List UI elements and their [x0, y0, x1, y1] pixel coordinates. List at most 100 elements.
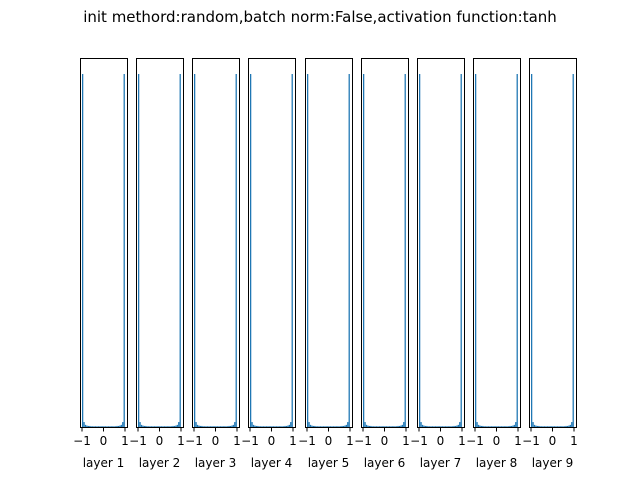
histogram-bar: [549, 426, 551, 427]
histogram-bar: [120, 424, 122, 427]
histogram-bar: [219, 426, 222, 427]
histogram-bar: [324, 426, 326, 427]
x-tick-label: −1: [354, 434, 372, 448]
histogram-bar: [322, 426, 325, 427]
histogram-bar: [364, 422, 366, 427]
histogram-bar: [97, 426, 100, 427]
x-tick-label: 1: [233, 434, 241, 448]
histogram-bar: [562, 426, 564, 427]
histogram-bar: [209, 426, 212, 427]
histogram-bar: [114, 426, 117, 427]
histogram-bar: [149, 426, 151, 427]
histogram-bar: [284, 425, 286, 427]
histogram-bar: [482, 425, 484, 427]
histogram-bar: [397, 425, 399, 427]
histogram-bar: [104, 426, 107, 427]
histogram-bar: [312, 425, 315, 427]
histogram-bar: [179, 74, 181, 427]
histogram-bar: [421, 424, 424, 427]
histogram-bar: [205, 426, 207, 427]
histogram-bar: [457, 424, 459, 427]
histogram-bar: [100, 426, 102, 427]
x-tick-label: −1: [241, 434, 259, 448]
histogram-bar: [267, 426, 269, 427]
x-tick-label: −1: [466, 434, 484, 448]
histogram-bar: [387, 426, 389, 427]
histogram-bar: [218, 426, 220, 427]
axes-frame: [248, 58, 296, 428]
histogram-bar: [424, 425, 427, 427]
x-tick-label: 1: [458, 434, 466, 448]
histogram-bar: [335, 426, 337, 427]
histogram-bar: [307, 74, 309, 427]
histogram-bar: [331, 426, 333, 427]
histogram-bar: [158, 426, 160, 427]
histogram-bar: [288, 424, 290, 427]
histogram-bar: [363, 74, 365, 427]
histogram-bar: [420, 422, 422, 427]
histogram-bar: [341, 425, 343, 427]
histogram-bar: [436, 426, 438, 427]
histogram-bar: [102, 426, 104, 427]
histogram-bar: [545, 426, 547, 427]
histogram-bar: [173, 425, 176, 427]
histogram-bar: [87, 425, 90, 427]
histogram-bar: [123, 74, 125, 427]
histogram-bar: [558, 426, 560, 427]
histogram-bar: [459, 422, 461, 427]
histogram-bar: [454, 425, 457, 427]
histogram-bar: [365, 424, 368, 427]
axes-frame: [305, 58, 353, 428]
histogram-bar: [348, 74, 350, 427]
histogram-bar: [505, 426, 507, 427]
histogram-bar: [460, 74, 462, 427]
axes-frame: [361, 58, 409, 428]
histogram-bar: [479, 425, 481, 427]
histogram-bar: [285, 425, 288, 427]
histogram-bar: [506, 426, 508, 427]
x-tick-label: 0: [493, 434, 501, 448]
x-tick-label: 0: [100, 434, 108, 448]
histogram-bar: [226, 426, 229, 427]
histogram-bar: [94, 426, 97, 427]
histogram-bar: [337, 426, 339, 427]
histogram-bar: [569, 424, 571, 427]
histogram-bar: [260, 426, 262, 427]
axes-frame: [417, 58, 465, 428]
histogram-bar: [251, 422, 253, 427]
histogram-bar: [224, 426, 226, 427]
histogram-bar: [195, 422, 197, 427]
histogram-bar: [444, 426, 447, 427]
histogram-bar: [543, 426, 546, 427]
histogram-bar: [548, 426, 550, 427]
histogram-bar: [160, 426, 163, 427]
histogram-bar: [433, 426, 435, 427]
x-tick-label: 1: [121, 434, 129, 448]
histogram-bar: [109, 426, 111, 427]
histogram-bar: [551, 426, 553, 427]
histogram-bar: [106, 426, 108, 427]
histogram-bar: [443, 426, 445, 427]
histogram-bar: [510, 425, 513, 427]
histogram-bar: [388, 426, 391, 427]
histogram-bar: [536, 425, 539, 427]
histogram-bar: [153, 426, 156, 427]
x-tick-label: −1: [129, 434, 147, 448]
histogram-bar: [92, 426, 94, 427]
histogram-bar: [166, 426, 168, 427]
histogram-bar: [257, 425, 259, 427]
histogram-bar: [390, 426, 392, 427]
histogram-bar: [194, 74, 196, 427]
histogram-bar: [513, 424, 515, 427]
histogram-bar: [93, 426, 95, 427]
histogram-bar: [383, 426, 385, 427]
histogram-bar: [370, 425, 372, 427]
x-axis-label: layer 6: [364, 456, 406, 470]
histogram-bar: [426, 425, 428, 427]
x-axis-label: layer 8: [476, 456, 518, 470]
panel-layer-1: −1 0 1 layer 1: [73, 58, 129, 470]
histogram-bar: [211, 426, 213, 427]
histogram-bar: [347, 422, 349, 427]
histogram-bar: [404, 74, 406, 427]
